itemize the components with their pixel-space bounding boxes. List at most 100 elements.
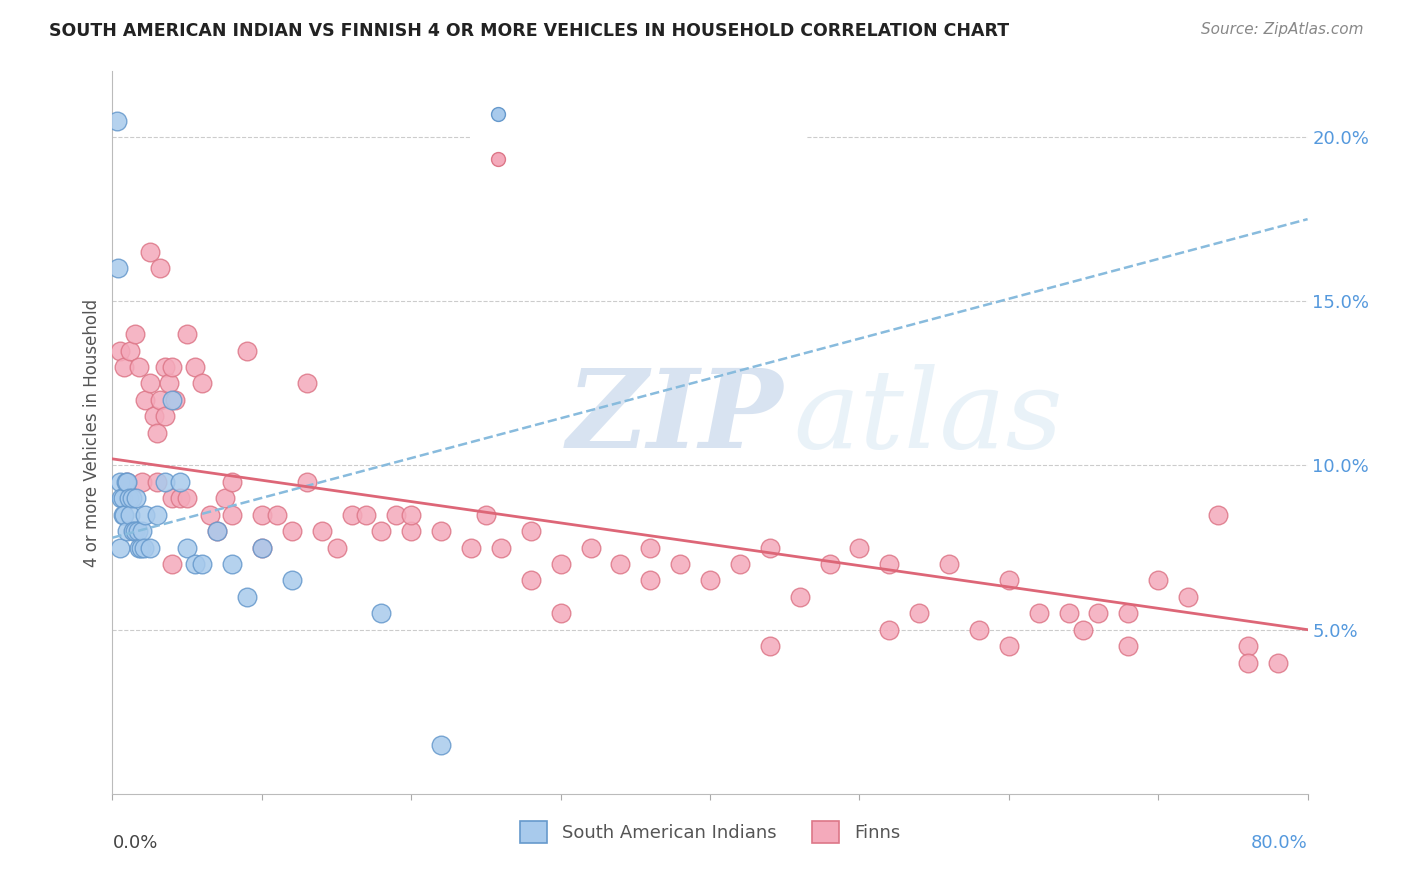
Point [105,113,128,128]
Point [236,590,259,604]
Point [385,508,408,522]
Point [118,491,141,506]
Point [879,557,901,571]
Y-axis label: 4 or more Vehicles in Household: 4 or more Vehicles in Household [83,299,101,566]
Point [848,541,870,555]
Point [728,557,751,571]
Point [107,261,129,276]
Point [401,524,423,538]
Point [111,491,134,506]
Point [124,524,146,538]
Point [1028,607,1050,621]
Point [550,557,572,571]
Point [640,574,662,588]
Point [110,491,132,506]
Point [430,738,453,752]
Point [1087,607,1109,621]
Point [1237,656,1260,670]
Point [117,475,139,489]
Point [153,359,176,374]
Point [134,392,156,407]
Point [967,623,990,637]
Point [1147,574,1170,588]
Point [214,491,236,506]
Point [143,409,166,424]
Point [183,557,205,571]
Point [1206,508,1229,522]
Point [198,508,221,522]
Point [1237,639,1260,653]
Point [128,541,150,555]
Point [370,607,392,621]
Point [460,541,482,555]
Point [176,491,198,506]
Point [131,475,153,489]
Point [879,623,901,637]
Point [430,524,453,538]
Point [250,541,273,555]
Point [1118,607,1140,621]
Point [127,524,149,538]
Point [169,491,191,506]
Point [162,491,183,506]
Point [162,557,183,571]
Point [1057,607,1080,621]
Point [205,524,228,538]
Point [818,557,841,571]
Point [139,541,162,555]
Point [759,541,782,555]
Point [139,376,162,391]
Point [169,475,191,489]
Point [162,359,183,374]
Point [640,541,662,555]
Point [153,475,176,489]
Point [183,359,205,374]
Point [114,508,135,522]
Point [114,359,135,374]
Point [162,392,183,407]
Point [281,524,304,538]
Point [129,541,152,555]
Point [122,524,145,538]
Point [295,475,318,489]
Point [1177,590,1199,604]
Point [117,524,139,538]
Point [340,508,363,522]
Point [125,491,148,506]
Point [157,376,180,391]
Legend: South American Indians, Finns: South American Indians, Finns [513,814,907,850]
Point [579,541,602,555]
Point [191,376,214,391]
Point [128,359,150,374]
Point [153,409,176,424]
Point [176,541,198,555]
Point [149,261,172,276]
Point [236,343,259,358]
Text: Source: ZipAtlas.com: Source: ZipAtlas.com [1201,22,1364,37]
Point [250,508,273,522]
Point [120,508,142,522]
Point [165,392,187,407]
Point [250,541,273,555]
Point [311,524,333,538]
Point [1267,656,1289,670]
Point [146,425,169,440]
Point [295,376,318,391]
Point [759,639,782,653]
Point [205,524,228,538]
Point [221,475,243,489]
Point [669,557,692,571]
Point [908,607,931,621]
Point [520,574,543,588]
Point [117,475,139,489]
Point [699,574,721,588]
Point [146,508,169,522]
Point [191,557,214,571]
Point [108,343,131,358]
Point [998,639,1021,653]
Point [146,475,169,489]
Point [325,541,347,555]
Point [401,508,423,522]
Point [149,392,172,407]
Point [489,541,512,555]
